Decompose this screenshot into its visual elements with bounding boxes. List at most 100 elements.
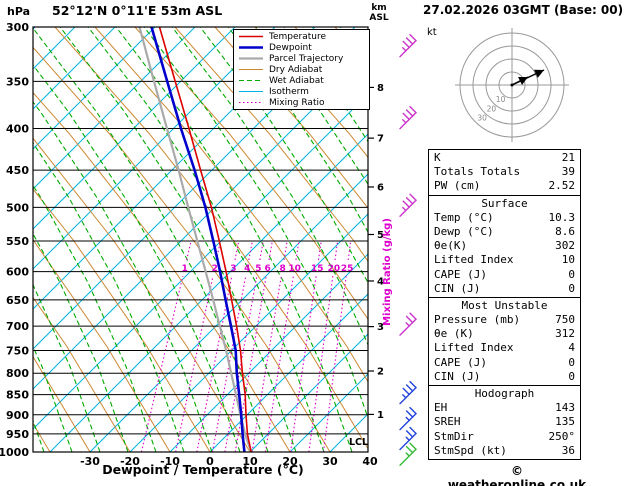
table-row-label: CIN (J) bbox=[434, 369, 481, 383]
x-axis-title: Dewpoint / Temperature (°C) bbox=[102, 462, 304, 477]
svg-text:700: 700 bbox=[6, 320, 29, 333]
svg-text:20: 20 bbox=[328, 264, 341, 274]
svg-text:4: 4 bbox=[244, 264, 250, 274]
table-row-label: CAPE (J) bbox=[434, 267, 487, 281]
svg-text:0: 0 bbox=[206, 455, 214, 468]
legend-item: Dewpoint bbox=[234, 42, 369, 53]
svg-text:25: 25 bbox=[341, 264, 354, 274]
table-row-value: 0 bbox=[568, 281, 575, 295]
svg-text:-20: -20 bbox=[120, 455, 140, 468]
table-row: Dewp (°C) 8.6 bbox=[429, 225, 580, 239]
legend-line-sample bbox=[239, 79, 263, 82]
table-row-label: Totals Totals bbox=[434, 165, 521, 179]
table-row-value: 312 bbox=[555, 327, 575, 341]
table-row-value: 0 bbox=[568, 369, 575, 383]
table-row-label: EH bbox=[434, 401, 448, 415]
svg-text:2: 2 bbox=[377, 367, 384, 378]
table-row: CAPE (J) 0 bbox=[429, 356, 580, 370]
legend-line-sample bbox=[239, 101, 263, 104]
table-row: StmDir 250° bbox=[429, 430, 580, 444]
legend-label: Temperature bbox=[269, 31, 327, 42]
table-row-value: 10 bbox=[561, 253, 575, 267]
station-title: 52°12'N 0°11'E 53m ASL bbox=[52, 3, 223, 18]
legend-item: Temperature bbox=[234, 31, 369, 42]
svg-text:15: 15 bbox=[311, 264, 324, 274]
table-row: Totals Totals 39 bbox=[429, 165, 580, 179]
wind-barb bbox=[399, 33, 417, 58]
temperature-curve bbox=[158, 27, 252, 452]
table-row-value: 39 bbox=[561, 165, 575, 179]
legend-line-sample bbox=[239, 91, 263, 92]
table-row-value: 143 bbox=[555, 401, 575, 415]
svg-text:4: 4 bbox=[377, 276, 384, 287]
svg-text:6: 6 bbox=[377, 182, 384, 193]
table-row: θe(K) 302 bbox=[429, 239, 580, 253]
table-row-label: Dewp (°C) bbox=[434, 224, 494, 238]
table-row-label: K bbox=[434, 151, 441, 164]
table-row: EH 143 bbox=[429, 401, 580, 415]
table-section-header: Hodograph bbox=[474, 387, 535, 400]
svg-text:7: 7 bbox=[377, 134, 384, 145]
svg-text:-30: -30 bbox=[80, 455, 100, 468]
table-row-value: 750 bbox=[555, 313, 575, 327]
table-row-label: CIN (J) bbox=[434, 281, 481, 295]
wind-barbs bbox=[399, 33, 417, 466]
table-row-value: 250° bbox=[548, 429, 576, 443]
legend-item: Dry Adiabat bbox=[234, 64, 369, 75]
svg-text:750: 750 bbox=[6, 344, 29, 357]
legend-label: Wet Adiabat bbox=[269, 75, 324, 86]
table-row: θe (K) 312 bbox=[429, 327, 580, 341]
sounding-curves bbox=[138, 27, 253, 452]
svg-text:30: 30 bbox=[322, 455, 338, 468]
plot-legend: Temperature Dewpoint Parcel Trajectory Dry … bbox=[233, 29, 370, 110]
table-row-label: Temp (°C) bbox=[434, 210, 494, 224]
table-row: K 21 bbox=[429, 151, 580, 165]
asl-label: ASL bbox=[369, 13, 389, 23]
svg-text:850: 850 bbox=[6, 389, 29, 402]
table-row-label: θe (K) bbox=[434, 327, 474, 341]
table-row-label: Lifted Index bbox=[434, 253, 514, 267]
svg-text:20: 20 bbox=[282, 455, 298, 468]
table-section: K 21 Totals Totals 39 PW (cm) 2.52 bbox=[428, 149, 581, 196]
svg-text:550: 550 bbox=[6, 235, 29, 248]
legend-label: Isotherm bbox=[269, 86, 309, 97]
svg-text:350: 350 bbox=[6, 75, 29, 88]
svg-text:800: 800 bbox=[6, 367, 29, 380]
svg-text:3: 3 bbox=[230, 264, 236, 274]
wind-barb bbox=[399, 380, 417, 405]
km-label: km bbox=[371, 3, 387, 13]
table-row-label: SREH bbox=[434, 415, 461, 429]
wind-barb bbox=[399, 105, 417, 130]
table-section: Hodograph EH 143 SREH 135 StmDir 250° StmSpd (k… bbox=[428, 385, 581, 460]
table-row: CIN (J) 0 bbox=[429, 370, 580, 384]
legend-item: Mixing Ratio bbox=[234, 97, 369, 108]
svg-text:1: 1 bbox=[377, 410, 384, 421]
copyright-link[interactable]: © weatheronline.co.uk bbox=[447, 464, 587, 486]
legend-line-sample bbox=[239, 69, 263, 70]
pressure-axis-labels: 300 350 400 450 500 550 600 650 700 750 800 850 900 9… bbox=[0, 21, 29, 459]
table-row-value: 21 bbox=[561, 151, 575, 164]
table-row-value: 36 bbox=[561, 443, 575, 457]
legend-label: Dewpoint bbox=[269, 42, 312, 53]
svg-text:10: 10 bbox=[288, 264, 301, 274]
pressure-unit-label: hPa bbox=[7, 5, 31, 18]
wind-barb bbox=[399, 312, 417, 336]
legend-label: Mixing Ratio bbox=[269, 97, 325, 108]
svg-text:5: 5 bbox=[255, 264, 261, 274]
table-row-label: StmSpd (kt) bbox=[434, 443, 507, 457]
svg-text:20: 20 bbox=[487, 104, 497, 113]
wind-barb bbox=[399, 426, 417, 451]
svg-text:8: 8 bbox=[280, 264, 286, 274]
legend-item: Parcel Trajectory bbox=[234, 53, 369, 64]
table-section: Surface Temp (°C) 10.3 Dewp (°C) 8.6 θe(K) 302… bbox=[428, 194, 581, 298]
table-row: Pressure (mb) 750 bbox=[429, 313, 580, 327]
svg-text:8: 8 bbox=[377, 83, 384, 94]
table-row-label: Pressure (mb) bbox=[434, 313, 521, 327]
wind-barb bbox=[399, 193, 417, 218]
table-row-value: 10.3 bbox=[548, 210, 576, 224]
table-row: CIN (J) 0 bbox=[429, 282, 580, 296]
legend-item: Isotherm bbox=[234, 86, 369, 97]
table-section: Most Unstable Pressure (mb) 750 θe (K) 312 Li… bbox=[428, 296, 581, 386]
svg-text:3: 3 bbox=[377, 322, 384, 333]
km-asl-axis-title: km ASL bbox=[366, 3, 392, 23]
